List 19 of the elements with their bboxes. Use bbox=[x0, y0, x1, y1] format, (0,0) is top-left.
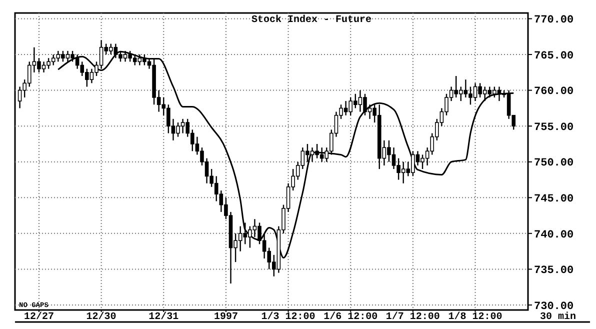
y-tick-label: 730.00 bbox=[534, 300, 574, 313]
y-tick-label: 735.00 bbox=[534, 265, 574, 278]
chart-title: Stock Index - Future bbox=[251, 14, 372, 26]
y-tick-label: 745.00 bbox=[534, 193, 574, 206]
y-tick-label: 740.00 bbox=[534, 229, 574, 242]
x-tick-label: 12/30 bbox=[86, 311, 116, 323]
x-tick-label: 1/7 12:00 bbox=[386, 311, 440, 323]
x-tick-label: 1/6 12:00 bbox=[324, 311, 378, 323]
y-tick-label: 760.00 bbox=[534, 86, 574, 98]
x-tick-label: 1997 bbox=[214, 312, 238, 323]
y-tick-label: 750.00 bbox=[534, 158, 574, 170]
y-tick-label: 770.00 bbox=[534, 14, 574, 27]
x-tick-label: 12/27 bbox=[24, 311, 54, 323]
y-tick-label: 755.00 bbox=[534, 122, 574, 134]
x-axis-title: 30 min bbox=[540, 311, 576, 323]
y-tick-label: 765.00 bbox=[534, 50, 574, 62]
x-tick-label: 1/3 12:00 bbox=[261, 311, 316, 323]
x-tick-label: 12/31 bbox=[148, 311, 179, 323]
x-tick-label: 1/8 12:00 bbox=[448, 311, 502, 323]
